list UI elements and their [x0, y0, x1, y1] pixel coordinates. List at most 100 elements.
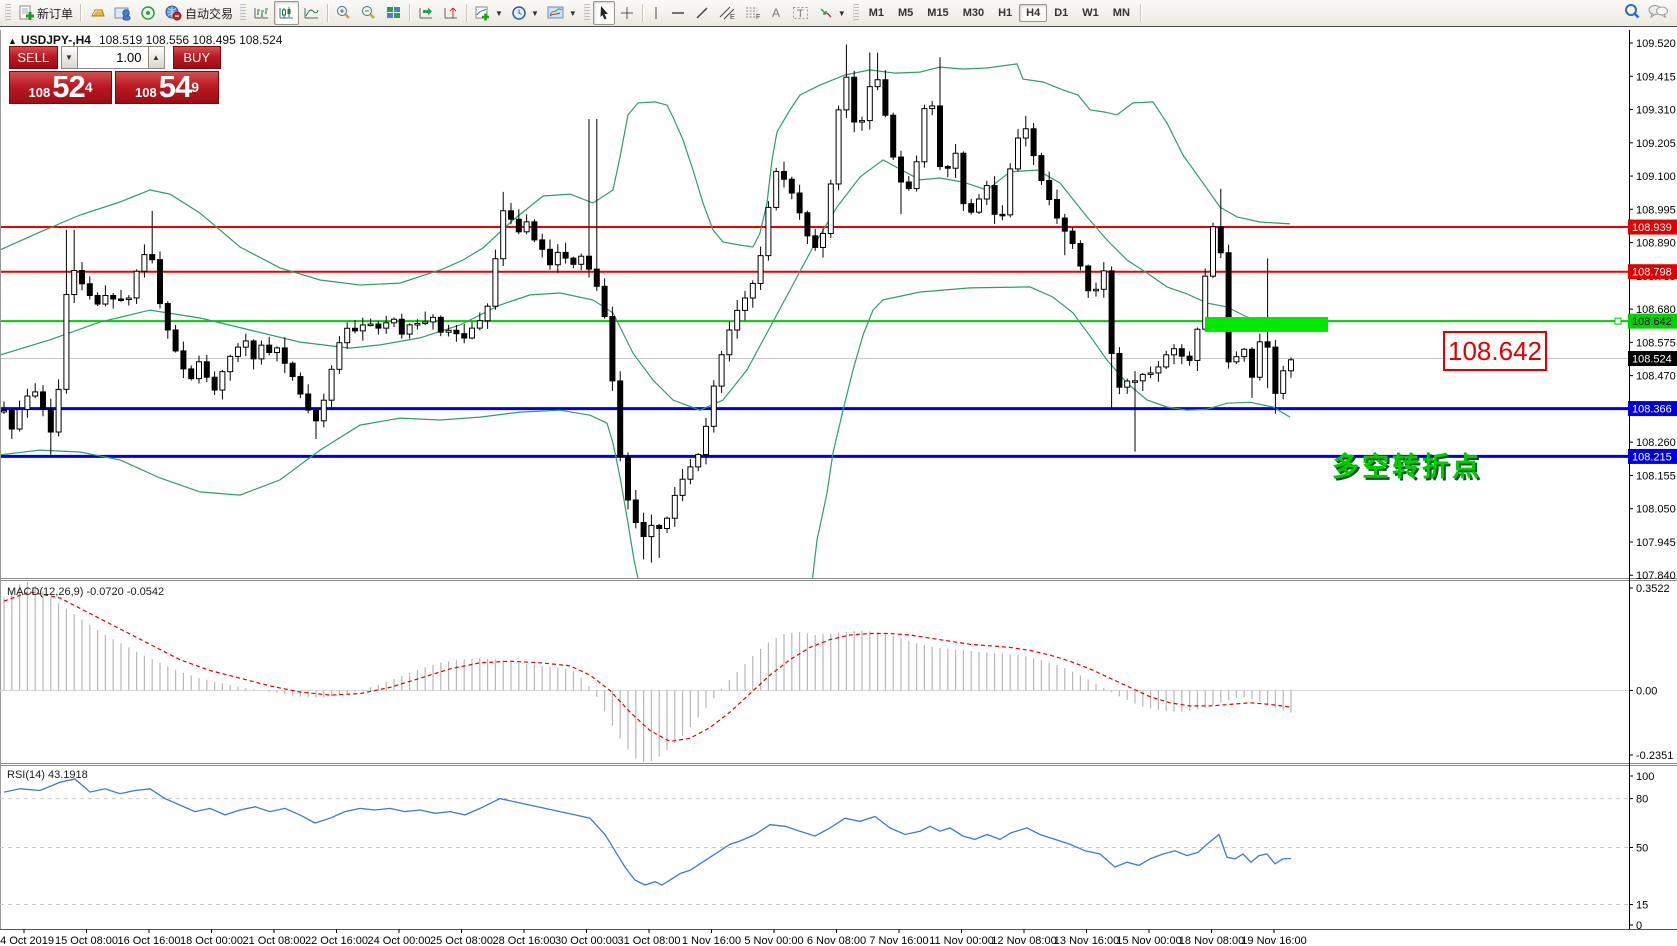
dropdown-caret: ▼ [530, 8, 539, 18]
svg-text:108.575: 108.575 [1636, 337, 1676, 349]
toolbar-grip[interactable] [5, 4, 11, 22]
templates-button[interactable]: ▼ [543, 1, 581, 25]
text-button[interactable]: A [766, 1, 788, 25]
candlestick-mode-button[interactable] [274, 1, 300, 25]
svg-text:11 Nov 00:00: 11 Nov 00:00 [929, 935, 994, 946]
svg-text:108.798: 108.798 [1632, 267, 1672, 279]
sell-button[interactable]: SELL [9, 46, 58, 69]
tf-m15-button[interactable]: M15 [927, 7, 949, 19]
auto-scroll-button[interactable] [413, 1, 438, 25]
tf-m30-button[interactable]: M30 [962, 7, 985, 19]
vertical-line-button[interactable] [646, 1, 666, 25]
horizontal-line-icon [670, 5, 686, 21]
svg-text:108.470: 108.470 [1636, 371, 1676, 383]
rsi-label: RSI(14) 43.1918 [7, 769, 88, 781]
toolbar-grip[interactable] [852, 4, 859, 22]
highlight-rectangle[interactable] [1205, 317, 1328, 332]
svg-text:50: 50 [1636, 843, 1648, 855]
dropdown-caret: ▼ [837, 8, 846, 18]
svg-text:21 Oct 08:00: 21 Oct 08:00 [243, 935, 306, 946]
line-chart-mode-button[interactable] [299, 1, 324, 25]
time-axis[interactable]: 14 Oct 2019 15 Oct 08:00 16 Oct 16:00 18 Oc… [0, 929, 1307, 946]
zoom-in-icon [335, 5, 352, 21]
template-icon [547, 5, 565, 21]
volume-down-button[interactable]: ▼ [60, 46, 78, 69]
tf-m1-button[interactable]: M1 [868, 7, 884, 19]
chat-icon[interactable] [1647, 2, 1669, 25]
tf-mn-button[interactable]: MN [1112, 7, 1130, 19]
indicators-icon [474, 5, 491, 21]
candlestick-icon [278, 5, 295, 21]
tf-h4-button[interactable]: H4 [1019, 4, 1048, 22]
accounts-button[interactable] [110, 1, 136, 25]
svg-text:24 Oct 00:00: 24 Oct 00:00 [368, 935, 431, 946]
svg-text:31 Oct 08:00: 31 Oct 08:00 [618, 935, 681, 946]
fibonacci-button[interactable]: F [740, 1, 766, 25]
text-label-button[interactable]: T [788, 1, 814, 25]
toolbar-separator [327, 4, 329, 22]
cursor-button[interactable] [592, 1, 615, 25]
price-level-callout[interactable]: 108.642 [1443, 331, 1547, 371]
svg-text:108.366: 108.366 [1632, 404, 1672, 416]
toolbar-separator [409, 4, 411, 22]
horizontal-line-button[interactable] [666, 1, 690, 25]
arrows-button[interactable]: ▼ [814, 1, 850, 25]
toolbar-separator [1139, 4, 1141, 22]
chart-shift-button[interactable] [438, 1, 463, 25]
sell-price-int: 108 [28, 85, 51, 100]
signals-button[interactable] [136, 1, 160, 25]
tf-h1-button[interactable]: H1 [998, 7, 1013, 19]
dropdown-caret: ▼ [568, 8, 577, 18]
tf-w1-button[interactable]: W1 [1082, 7, 1099, 19]
axis-badge [1628, 219, 1677, 235]
buy-price-button[interactable]: 108 54 9 [115, 71, 219, 104]
autotrading-button[interactable]: 自动交易 [160, 1, 237, 25]
svg-text:28 Oct 16:00: 28 Oct 16:00 [493, 935, 556, 946]
svg-text:0.00: 0.00 [1636, 686, 1657, 698]
tf-m5-button[interactable]: M5 [898, 7, 914, 19]
rsi-line [3, 778, 1292, 886]
periods-button[interactable]: ▼ [507, 1, 543, 25]
tf-d1-button[interactable]: D1 [1054, 7, 1069, 19]
svg-text:108.680: 108.680 [1636, 304, 1676, 316]
bb-upper [0, 63, 1291, 286]
zoom-in-button[interactable] [331, 1, 356, 25]
vertical-line-icon [650, 5, 662, 21]
zoom-out-icon [360, 5, 377, 21]
volume-input[interactable]: 1.00 [77, 46, 148, 69]
collapse-marker-icon[interactable]: ▲ [8, 36, 17, 46]
zoom-out-button[interactable] [356, 1, 381, 25]
svg-text:13 Nov 16:00: 13 Nov 16:00 [1054, 935, 1119, 946]
svg-text:108.155: 108.155 [1636, 470, 1676, 482]
trendline-icon [694, 5, 710, 21]
market-watch-button[interactable] [84, 1, 110, 25]
buy-button[interactable]: BUY [172, 46, 221, 69]
toolbar-grip[interactable] [583, 4, 590, 22]
chart-canvas[interactable]: 109.520 109.415 109.310 109.205 109.100 108.9… [0, 28, 1677, 946]
axis-badge [1628, 401, 1677, 417]
gold-ingot-icon [88, 5, 106, 21]
equidistant-channel-button[interactable]: E [714, 1, 740, 25]
toolbar-grip[interactable] [240, 4, 247, 22]
search-icon[interactable] [1623, 2, 1641, 25]
bar-chart-mode-button[interactable] [249, 1, 274, 25]
svg-text:12 Nov 08:00: 12 Nov 08:00 [991, 935, 1056, 946]
tile-windows-button[interactable] [381, 1, 406, 25]
sell-price-button[interactable]: 108 52 4 [9, 71, 112, 104]
candles [1, 44, 1294, 563]
cursor-icon [597, 5, 611, 21]
crosshair-button[interactable] [615, 1, 639, 25]
svg-text:16 Oct 16:00: 16 Oct 16:00 [118, 935, 181, 946]
new-order-button[interactable]: 新订单 [14, 1, 77, 25]
trendline-button[interactable] [690, 1, 714, 25]
turning-point-annotation[interactable]: 多空转折点 [1332, 452, 1482, 482]
svg-text:108.260: 108.260 [1636, 437, 1676, 449]
svg-text:108.939: 108.939 [1632, 222, 1672, 234]
indicators-button[interactable]: ▼ [470, 1, 507, 25]
line-handle [1614, 317, 1622, 325]
volume-up-button[interactable]: ▲ [147, 46, 165, 69]
line-chart-icon [303, 5, 320, 21]
svg-text:19 Nov 16:00: 19 Nov 16:00 [1241, 935, 1306, 946]
svg-text:T: T [797, 8, 804, 20]
autotrading-icon [164, 5, 182, 21]
